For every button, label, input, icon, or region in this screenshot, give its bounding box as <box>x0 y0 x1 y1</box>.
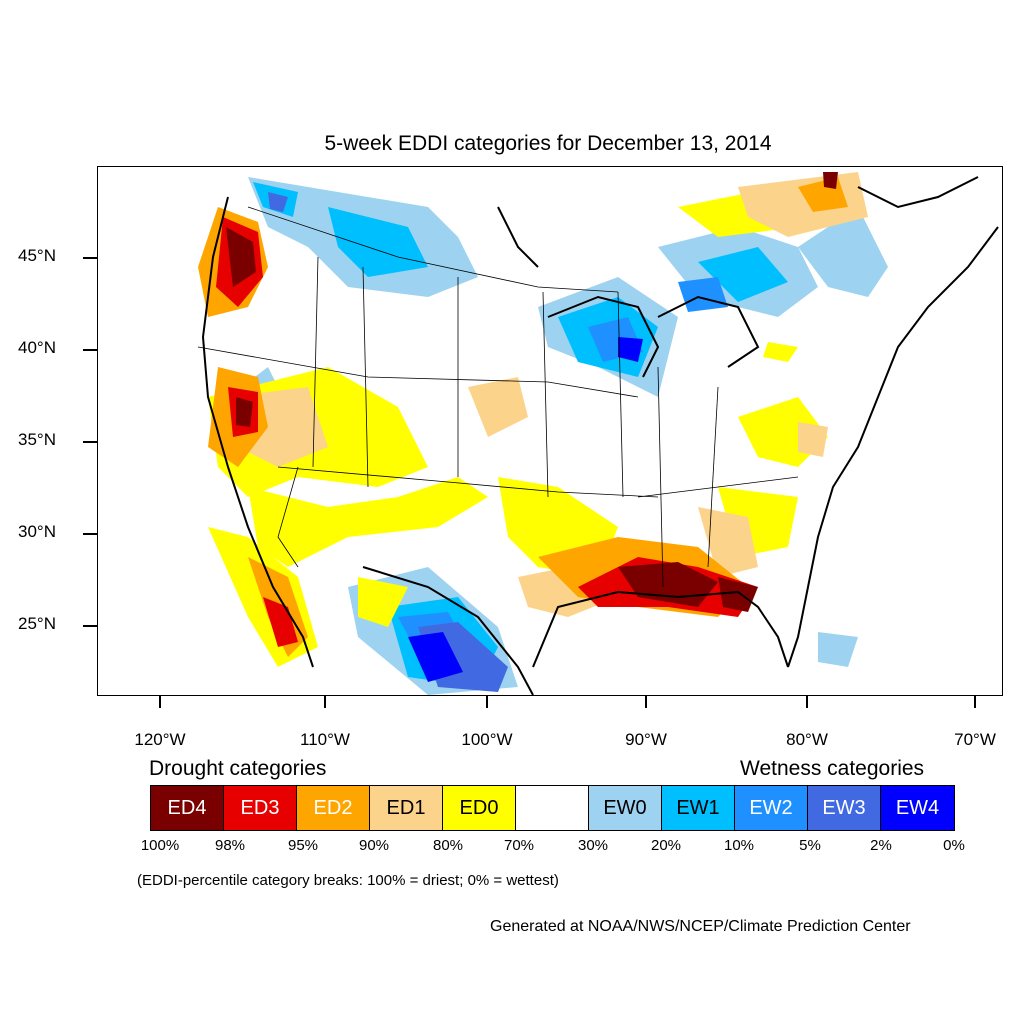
legend-bar: ED4 ED3 ED2 ED1 ED0 EW0 EW1 EW2 EW3 EW4 <box>150 785 955 831</box>
ew4-patches <box>408 337 643 682</box>
lat-label-25: 25°N <box>18 614 56 633</box>
drought-heading: Drought categories <box>149 757 327 780</box>
lon-tick <box>159 696 161 708</box>
legend-ew1: EW1 <box>662 786 735 830</box>
map-canvas <box>197 172 999 695</box>
legend-percentile: 95% <box>287 837 319 854</box>
legend-percentile: 30% <box>577 837 609 854</box>
lat-tick <box>83 625 97 627</box>
lon-label-70: 70°W <box>954 730 996 749</box>
state-borders <box>197 206 799 588</box>
lon-tick <box>486 696 488 708</box>
lat-tick <box>83 257 97 259</box>
legend-percentile: 100% <box>140 837 180 854</box>
legend-ed3: ED3 <box>224 786 297 830</box>
lat-label-30: 30°N <box>18 522 56 541</box>
legend-percentile: 5% <box>799 837 821 854</box>
legend-percentile: 20% <box>650 837 682 854</box>
lat-tick <box>83 441 97 443</box>
legend-ew0: EW0 <box>589 786 662 830</box>
wetness-heading: Wetness categories <box>740 757 925 780</box>
coastlines <box>201 176 999 695</box>
legend-note: (EDDI-percentile category breaks: 100% =… <box>137 872 559 889</box>
lat-tick <box>83 533 97 535</box>
legend-neutral <box>516 786 589 830</box>
legend-ed0: ED0 <box>443 786 516 830</box>
lat-label-45: 45°N <box>18 246 56 265</box>
lon-label-100: 100°W <box>461 730 513 749</box>
lat-tick <box>83 349 97 351</box>
legend-percentile: 70% <box>503 837 535 854</box>
legend-ed4: ED4 <box>151 786 224 830</box>
legend-percentile: 90% <box>358 837 390 854</box>
legend-percentile: 0% <box>943 837 965 854</box>
legend-percentile: 10% <box>723 837 755 854</box>
credit-text: Generated at NOAA/NWS/NCEP/Climate Predi… <box>490 918 911 935</box>
legend-percentile: 98% <box>214 837 246 854</box>
legend-ew3: EW3 <box>808 786 881 830</box>
lon-label-80: 80°W <box>786 730 828 749</box>
lat-label-35: 35°N <box>18 430 56 449</box>
legend-ed2: ED2 <box>297 786 370 830</box>
legend-ed1: ED1 <box>370 786 443 830</box>
legend-ew4: EW4 <box>881 786 954 830</box>
lat-label-40: 40°N <box>18 338 56 357</box>
lon-tick <box>806 696 808 708</box>
lon-tick <box>324 696 326 708</box>
legend-percentile: 2% <box>870 837 892 854</box>
legend-ew2: EW2 <box>735 786 808 830</box>
lon-tick <box>974 696 976 708</box>
map-title: 5-week EDDI categories for December 13, … <box>324 132 772 155</box>
lon-label-120: 120°W <box>134 730 186 749</box>
lon-label-110: 110°W <box>300 730 350 749</box>
eddi-map <box>97 166 1003 696</box>
lon-tick <box>645 696 647 708</box>
legend-percentile: 80% <box>432 837 464 854</box>
lon-label-90: 90°W <box>625 730 667 749</box>
